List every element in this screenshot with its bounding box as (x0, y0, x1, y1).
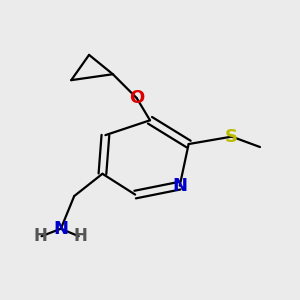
Text: N: N (172, 177, 187, 195)
Text: N: N (53, 220, 68, 238)
Text: S: S (225, 128, 238, 146)
Text: H: H (73, 227, 87, 245)
Text: O: O (129, 89, 144, 107)
Text: H: H (33, 227, 47, 245)
